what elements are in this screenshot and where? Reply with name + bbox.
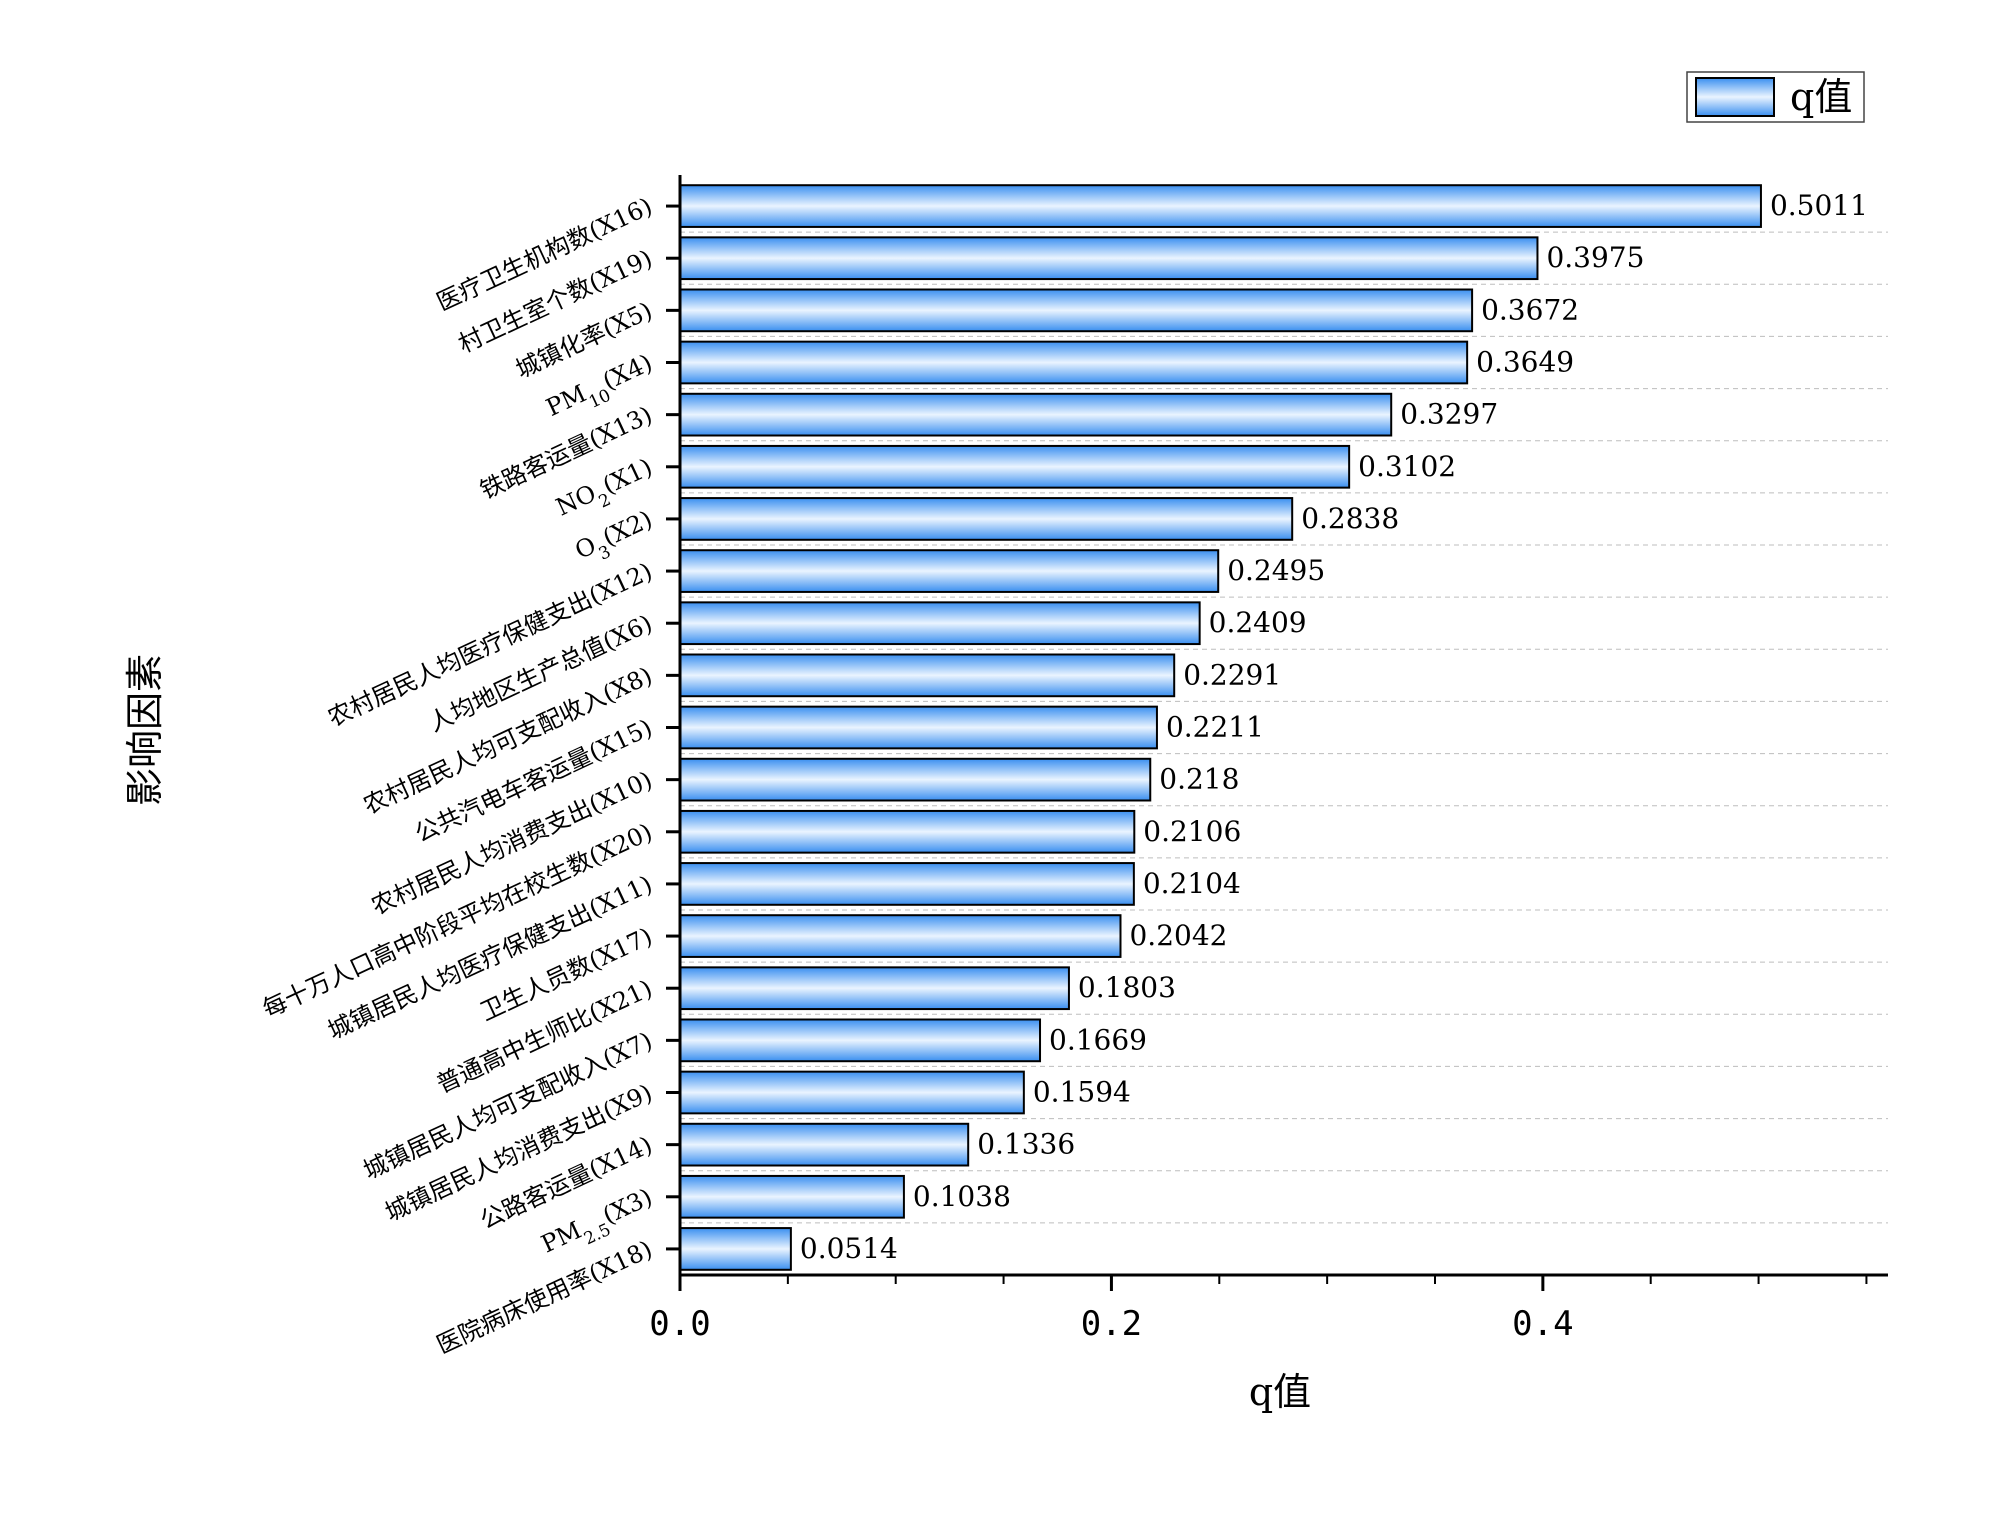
bar (679, 653, 1176, 698)
bar (679, 340, 1469, 385)
bar (679, 1070, 1025, 1115)
category-label: 医院病床使用率(X18) (432, 1235, 656, 1359)
y-axis-title: 影响因素 (123, 654, 167, 806)
bar (679, 1174, 905, 1219)
value-labels-group: 0.5011 0.3975 0.3672 0.3649 0.3297 0.3102 0.28… (800, 189, 1868, 1265)
category-labels-group: 医疗卫生机构数(X16)村卫生室个数(X19)城镇化率(X5)PM10(X4)铁… (258, 192, 656, 1359)
bar (679, 236, 1539, 281)
value-label: 0.1594 (1033, 1076, 1131, 1109)
value-label: 0.3649 (1476, 346, 1574, 379)
value-label: 0.1669 (1049, 1023, 1147, 1056)
value-label: 0.3297 (1400, 398, 1498, 431)
bar (679, 601, 1201, 646)
value-label: 0.2104 (1143, 867, 1241, 900)
bar (679, 966, 1070, 1011)
value-label: 0.2291 (1183, 658, 1281, 691)
value-label: 0.218 (1159, 763, 1239, 796)
bar (679, 1122, 970, 1167)
value-label: 0.2106 (1143, 815, 1241, 848)
value-label: 0.5011 (1770, 189, 1868, 222)
value-label: 0.3102 (1358, 450, 1456, 483)
bar (679, 757, 1152, 802)
axes-group: 0.0 0.2 0.4 (649, 175, 1888, 1344)
value-label: 0.2042 (1129, 919, 1227, 952)
value-label: 0.3975 (1546, 241, 1644, 274)
x-tick-label: 0.4 (1512, 1304, 1573, 1344)
bar (679, 1227, 792, 1271)
value-label: 0.1336 (977, 1128, 1075, 1161)
legend: q值 (1686, 71, 1865, 123)
bars-group (679, 184, 1762, 1271)
value-label: 0.2838 (1301, 502, 1399, 535)
bar (679, 184, 1762, 228)
bar (679, 444, 1351, 489)
x-tick-label: 0.0 (649, 1304, 710, 1344)
bar (679, 862, 1135, 906)
bar (679, 914, 1122, 958)
bar (679, 392, 1393, 437)
legend-swatch (1695, 77, 1775, 117)
x-tick-label: 0.2 (1081, 1304, 1142, 1344)
value-label: 0.2495 (1227, 554, 1325, 587)
bar (679, 705, 1158, 750)
value-label: 0.1038 (913, 1180, 1011, 1213)
bar (679, 549, 1220, 593)
bar (679, 288, 1474, 333)
legend-label: q值 (1790, 75, 1852, 119)
value-label: 0.2409 (1209, 606, 1307, 639)
x-axis-title: q值 (1249, 1370, 1311, 1414)
bar (679, 1018, 1042, 1063)
value-label: 0.0514 (800, 1232, 898, 1265)
grid-lines (680, 231, 1888, 1224)
bar (679, 497, 1294, 541)
value-label: 0.3672 (1481, 293, 1579, 326)
bar (679, 809, 1136, 854)
value-label: 0.1803 (1078, 971, 1176, 1004)
value-label: 0.2211 (1166, 711, 1264, 744)
